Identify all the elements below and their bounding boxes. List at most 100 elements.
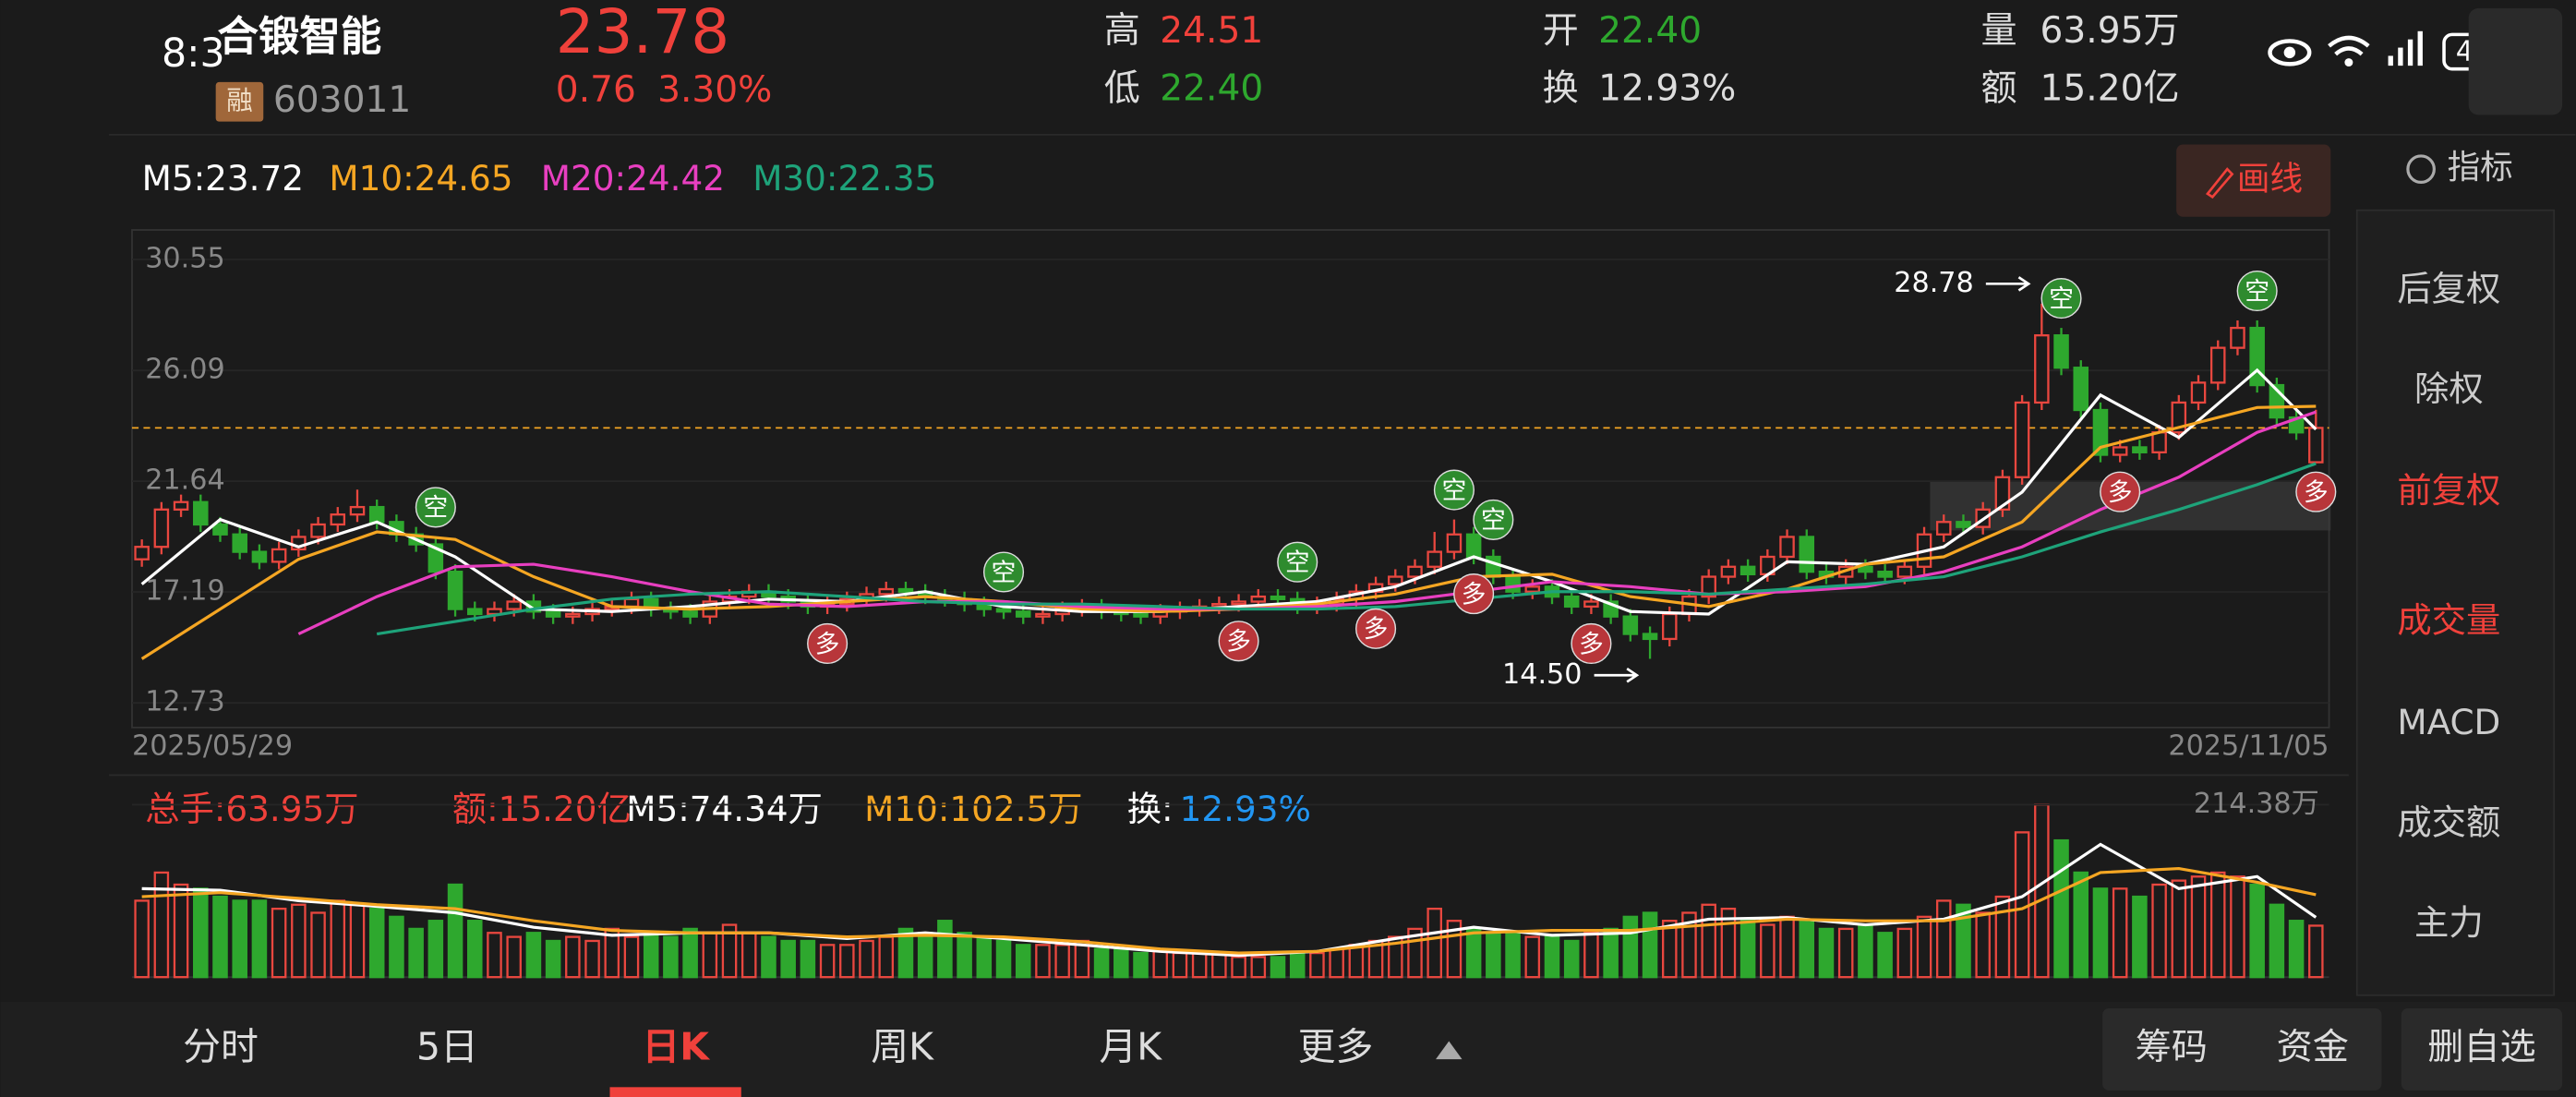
candle-body: [467, 608, 483, 616]
annotation-arrow: [1985, 276, 2031, 292]
volume-bar: [212, 895, 228, 979]
volume-bar: [1172, 951, 1188, 979]
candle-body: [2112, 446, 2128, 456]
volume-bar: [1818, 927, 1835, 979]
candle-body: [1231, 600, 1246, 606]
candle-body: [447, 571, 463, 610]
candle-body: [525, 600, 542, 613]
signal-marker: [1433, 469, 1475, 511]
candle-body: [1486, 555, 1501, 578]
candle-body: [1642, 633, 1658, 641]
candle-body: [427, 543, 444, 573]
tab[interactable]: 月K: [1099, 1024, 1162, 1068]
volume-bar: [957, 932, 972, 979]
candle-body: [1015, 610, 1031, 618]
volume-bar: [1837, 927, 1854, 979]
menu-item[interactable]: 后复权: [2397, 268, 2500, 308]
signal-label: 空: [1481, 506, 1506, 535]
volume-bar: [2132, 895, 2148, 979]
volume-bar: [2034, 803, 2050, 979]
menu-item[interactable]: 前复权: [2397, 470, 2500, 511]
candle-body: [368, 505, 385, 524]
menu-item[interactable]: 成交额: [2397, 802, 2500, 842]
button[interactable]: 删自选: [2427, 1027, 2535, 1068]
volume-bar: [740, 932, 757, 979]
menu-item[interactable]: 主力: [2414, 902, 2484, 943]
volume-bar: [1701, 903, 1716, 979]
volume-bar: [2269, 903, 2285, 979]
volume-bar: [153, 871, 170, 979]
indicator-button[interactable]: 指标: [2448, 149, 2513, 187]
tab[interactable]: 分时: [183, 1024, 259, 1068]
candle-body: [1935, 521, 1952, 536]
volume-bar: [2112, 887, 2128, 979]
top-button[interactable]: [2468, 7, 2563, 115]
high-label: 高: [1104, 10, 1140, 52]
signal-marker: [1277, 541, 1318, 583]
button[interactable]: 筹码: [2136, 1027, 2208, 1068]
volume-bar: [1465, 927, 1482, 979]
menu-item[interactable]: 除权: [2414, 368, 2484, 409]
draw-button[interactable]: 画线: [2237, 161, 2303, 199]
volume-bar: [1270, 956, 1286, 979]
volume-bar: [1681, 911, 1697, 979]
volume-bar: [1739, 920, 1756, 979]
candle-body: [1622, 615, 1639, 635]
signal-label: 多: [1226, 628, 1251, 657]
candle-body: [2053, 334, 2069, 369]
button[interactable]: 资金: [2277, 1027, 2349, 1068]
candle-body: [271, 548, 287, 563]
candle-body: [1133, 612, 1149, 618]
side-panel: [2355, 209, 2556, 996]
tab[interactable]: 周K: [871, 1024, 934, 1068]
candle-body: [1250, 595, 1267, 603]
ma20-legend: M20:24.42: [541, 158, 725, 199]
candle-body: [1701, 575, 1716, 598]
volume-bar: [1779, 915, 1795, 979]
candle-body: [2190, 381, 2207, 404]
open-label: 开: [1543, 10, 1579, 52]
volume-bar: [897, 927, 914, 979]
volume-bar: [1133, 951, 1149, 979]
vol-ma-line: [141, 866, 2317, 955]
signal-label: 多: [1364, 615, 1389, 644]
candle-body: [1877, 571, 1893, 578]
volume-bar: [1211, 951, 1227, 979]
candle-body: [1426, 550, 1442, 568]
candle-body: [2014, 401, 2030, 478]
candle-body: [1739, 565, 1756, 576]
candle-body: [2092, 408, 2109, 456]
vol-amount: 额:15.20亿: [452, 789, 632, 829]
volume-bar: [330, 899, 346, 979]
volume-bar: [2053, 838, 2069, 979]
candle-body: [330, 513, 346, 526]
volume-bar: [2308, 924, 2324, 979]
volume-bar: [271, 907, 287, 979]
volume-bar: [408, 927, 424, 979]
candle-body: [173, 500, 189, 511]
candle-body: [193, 500, 209, 526]
volume-label: 量: [1981, 10, 2017, 52]
ma-line: [297, 410, 2317, 635]
candle-body: [1407, 565, 1423, 578]
x-end-label: 2025/11/05: [2168, 730, 2329, 763]
draw-button-bg[interactable]: [2176, 144, 2331, 217]
volume-bar: [487, 932, 502, 979]
menu-item[interactable]: MACD: [2397, 702, 2500, 742]
volume-bar: [682, 927, 698, 979]
tab[interactable]: 5日: [416, 1024, 478, 1068]
menu-item[interactable]: 成交量: [2397, 600, 2500, 641]
volume-bar: [1250, 956, 1267, 979]
volume-bar: [1975, 911, 1991, 979]
tab[interactable]: 更多: [1298, 1024, 1374, 1068]
tab-active[interactable]: 日K: [642, 1024, 710, 1068]
volume-bar: [702, 932, 718, 979]
change: 0.76: [556, 69, 636, 111]
candle-body: [1994, 476, 2011, 511]
ma5-legend: M5:23.72: [142, 158, 304, 199]
volume-bar: [1877, 932, 1893, 979]
signal-marker: [807, 622, 849, 665]
vol-m10: M10:102.5万: [864, 789, 1082, 829]
status-time: 8:3: [162, 30, 225, 77]
signal-marker: [1355, 608, 1397, 649]
